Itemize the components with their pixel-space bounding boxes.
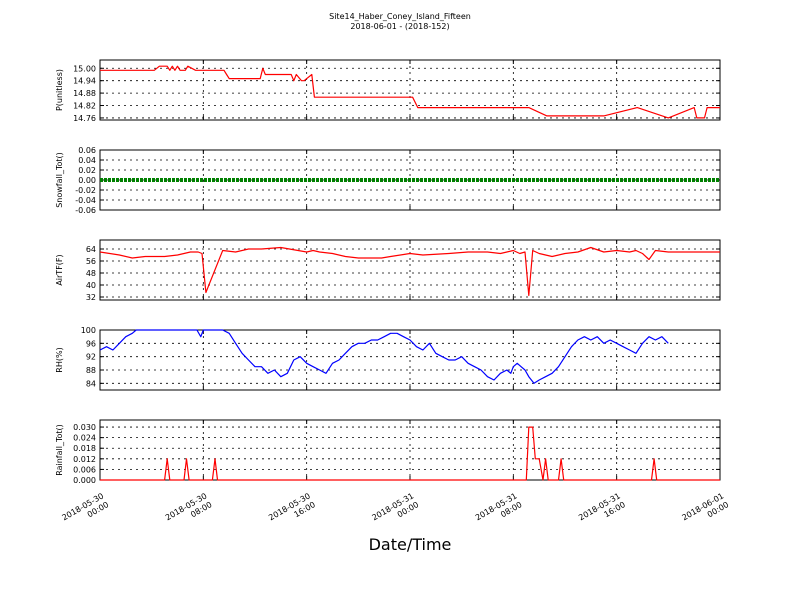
y-axis-label: AirTF(F) [55,254,64,285]
y-tick-label: 0.04 [78,156,96,165]
y-tick-label: 0.00 [78,176,96,185]
y-tick-label: 40 [86,281,96,290]
y-tick-label: 100 [81,326,96,335]
y-axis-label: Snowfall_Tot() [55,152,64,208]
y-tick-label: 84 [86,379,96,388]
y-tick-label: 0.006 [73,465,96,474]
series-line [100,426,720,481]
y-axis-label: RH(%) [55,347,64,372]
x-axis-label: Date/Time [369,535,452,554]
series-line [99,329,669,384]
panels: 15.00 14.94 14.88 14.82 14.76 P(unitless) 0.06… [55,59,721,485]
y-tick-label: 96 [86,339,96,348]
y-tick-label: 14.88 [73,89,96,98]
y-tick-label: 0.024 [73,434,96,443]
panel-2: 0.060.040.020.00-0.02-0.04-0.06 Snowfall_… [55,146,721,215]
y-tick-label: 15.00 [73,64,96,73]
y-tick-label: 0.06 [78,146,96,155]
y-tick-label: 0.018 [73,444,96,453]
y-tick-label: 56 [86,257,96,266]
series-line [100,65,720,119]
y-tick-label: 14.82 [73,102,96,111]
y-tick-label: 0.000 [73,476,96,485]
y-axis-label: P(unitless) [55,69,64,111]
y-tick-label: -0.04 [75,196,96,205]
y-tick-label: -0.02 [75,186,96,195]
panel-4: 100 96 92 88 84 RH(%) [55,326,721,391]
y-tick-label: -0.06 [75,206,96,215]
y-tick-label: 14.76 [73,114,96,123]
series-line [99,246,720,297]
y-tick-label: 32 [86,293,96,302]
chart-title-line1: Site14_Haber_Coney_Island_Fifteen [329,12,471,21]
panel-1: 15.00 14.94 14.88 14.82 14.76 P(unitless) [55,59,721,123]
y-tick-label: 64 [86,245,96,254]
y-axis-label: Rainfall_Tot() [55,424,64,476]
y-tick-label: 0.02 [78,166,96,175]
y-tick-label: 0.012 [73,455,96,464]
panel-3: 64 56 48 40 32 AirTF(F) [55,239,721,302]
y-tick-label: 0.030 [73,423,96,432]
y-tick-label: 88 [86,366,96,375]
y-tick-label: 14.94 [73,77,96,86]
y-tick-label: 48 [86,269,96,278]
y-tick-label: 92 [86,353,96,362]
chart-title-line2: 2018-06-01 - (2018-152) [350,22,449,31]
